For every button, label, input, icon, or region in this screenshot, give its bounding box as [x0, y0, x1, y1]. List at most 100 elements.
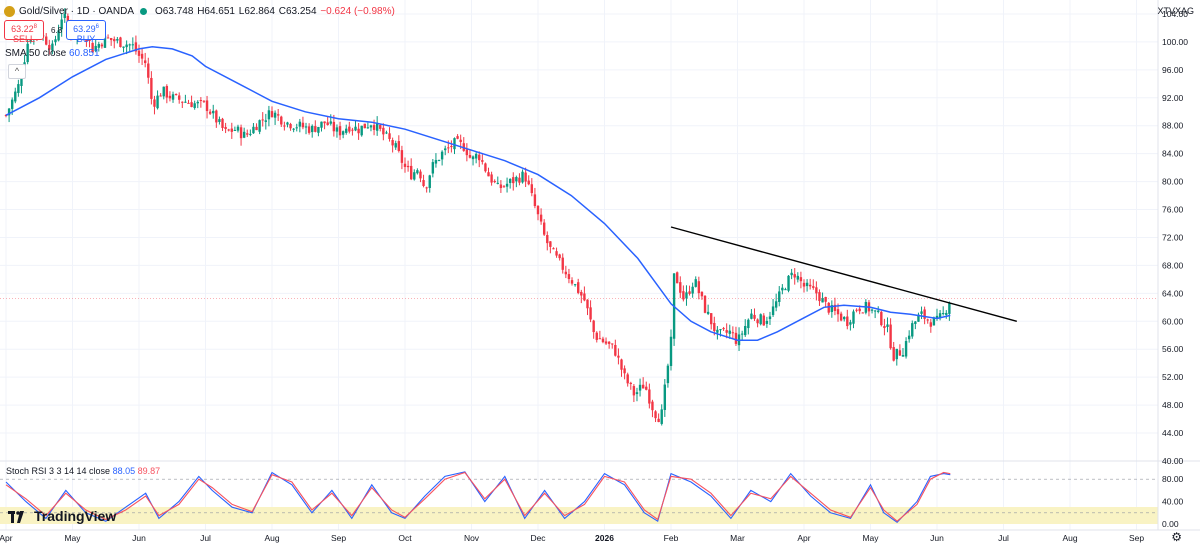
candle-body	[710, 313, 713, 325]
stoch-legend[interactable]: Stoch RSI 3 3 14 14 close 88.05 89.87	[6, 466, 160, 476]
candle-body	[137, 50, 141, 56]
candle-body	[623, 368, 626, 374]
tradingview-logo-text: TradingView	[34, 508, 117, 524]
candle-body	[932, 317, 936, 326]
candle-body	[839, 313, 843, 321]
candle-body	[131, 44, 135, 46]
candle-body	[162, 86, 165, 97]
candle-body	[487, 172, 490, 177]
candle-body	[607, 341, 611, 344]
sma-legend[interactable]: SMA 50 close 60.851	[5, 48, 100, 59]
candle-body	[283, 125, 286, 127]
candle-body	[855, 309, 858, 311]
candle-body	[471, 156, 475, 160]
candle-body	[153, 99, 156, 107]
low-value: L62.864	[238, 5, 275, 17]
candle-body	[833, 304, 837, 311]
candle-body	[369, 125, 373, 128]
buy-button[interactable]: 63.296 BUY	[66, 20, 106, 44]
candle-body	[258, 120, 261, 132]
price-tick-label: 84.00	[1162, 149, 1184, 159]
trendline-layer	[670, 226, 1017, 322]
candle-body	[691, 286, 694, 294]
candle-body	[326, 122, 329, 125]
candle-body	[289, 123, 292, 129]
candle-body	[898, 350, 902, 356]
candle-body	[583, 293, 586, 301]
price-tick-label: 88.00	[1162, 121, 1184, 131]
candle-body	[156, 95, 159, 109]
candle-body	[406, 165, 410, 168]
candle-body	[444, 148, 447, 151]
stoch-d-value: 89.87	[137, 466, 161, 476]
symbol-title[interactable]: Gold/Silver · 1D · OANDA	[19, 5, 135, 17]
candle-body	[706, 311, 710, 314]
candle-body	[119, 37, 122, 48]
collapse-legend-button[interactable]: ^	[8, 64, 26, 79]
candle-body	[573, 284, 577, 286]
candle-body	[150, 77, 153, 99]
stoch-k-value: 88.05	[112, 466, 136, 476]
candle-body	[790, 272, 793, 276]
candle-body	[252, 126, 255, 134]
candle-body	[499, 184, 503, 189]
gear-icon[interactable]: ⚙	[1171, 530, 1182, 544]
price-tick-label: 56.00	[1162, 344, 1184, 354]
candle-body	[518, 177, 521, 183]
candle-body	[236, 126, 240, 131]
candle-body	[614, 344, 617, 356]
candle-body	[645, 386, 648, 390]
candle-body	[536, 205, 540, 215]
candle-body	[116, 39, 119, 41]
candle-body	[249, 133, 252, 135]
candle-body	[604, 341, 608, 344]
sma-legend-label: SMA 50 close	[5, 48, 67, 59]
candle-body	[394, 143, 397, 148]
price-tick-label: 100.00	[1162, 37, 1188, 47]
candle-body	[159, 95, 162, 97]
candle-body	[48, 45, 51, 50]
time-tick-label: Jul	[998, 533, 1009, 543]
candle-body	[744, 326, 747, 336]
candle-body	[447, 147, 450, 149]
candle-body	[413, 172, 416, 180]
candle-body	[787, 275, 790, 291]
candle-body	[184, 101, 187, 103]
candle-body	[113, 39, 116, 42]
candle-body	[824, 297, 827, 302]
candle-body	[416, 170, 419, 174]
candle-body	[363, 123, 366, 129]
sma-legend-value: 60.851	[68, 48, 100, 59]
candle-body	[703, 295, 707, 313]
candle-body	[295, 127, 298, 129]
time-tick-label: 2026	[595, 533, 614, 543]
price-tick-label: 44.00	[1162, 428, 1184, 438]
candle-body	[877, 310, 880, 312]
candle-body	[317, 126, 320, 133]
candle-body	[697, 281, 701, 294]
candle-body	[20, 76, 23, 86]
candle-body	[941, 313, 945, 315]
time-tick-label: Jun	[930, 533, 944, 543]
candle-body	[580, 291, 583, 296]
tradingview-logo[interactable]: TradingView	[8, 506, 116, 526]
candle-body	[611, 343, 614, 345]
candle-body	[100, 44, 104, 47]
candle-body	[889, 324, 892, 349]
candle-body	[10, 99, 14, 109]
sell-button[interactable]: 63.228 SELL	[4, 20, 44, 44]
candle-body	[409, 165, 413, 180]
candle-body	[221, 118, 224, 128]
candle-body	[892, 347, 895, 361]
grid-lines	[0, 0, 1158, 530]
candle-body	[827, 302, 830, 313]
sell-label: SELL	[12, 34, 36, 44]
stoch-band	[0, 507, 1158, 524]
price-tick-label: 48.00	[1162, 400, 1184, 410]
price-tick-label: 92.00	[1162, 93, 1184, 103]
candle-body	[586, 299, 589, 309]
candle-body	[338, 126, 342, 136]
price-tick-label: 64.00	[1162, 288, 1184, 298]
